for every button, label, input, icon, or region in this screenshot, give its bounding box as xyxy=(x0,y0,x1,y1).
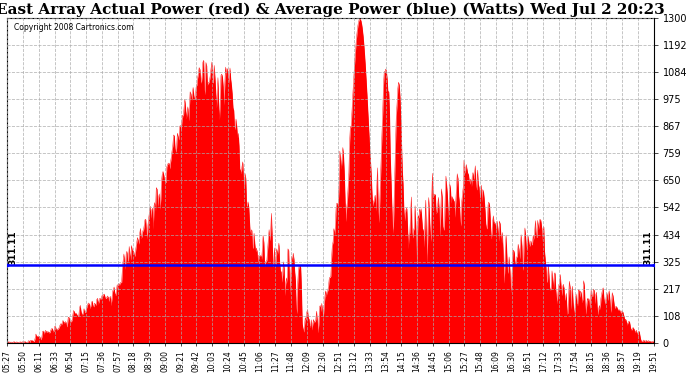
Text: 311.11: 311.11 xyxy=(643,230,652,265)
Text: Copyright 2008 Cartronics.com: Copyright 2008 Cartronics.com xyxy=(14,23,133,32)
Text: 311.11: 311.11 xyxy=(8,230,17,265)
Title: East Array Actual Power (red) & Average Power (blue) (Watts) Wed Jul 2 20:23: East Array Actual Power (red) & Average … xyxy=(0,3,664,17)
